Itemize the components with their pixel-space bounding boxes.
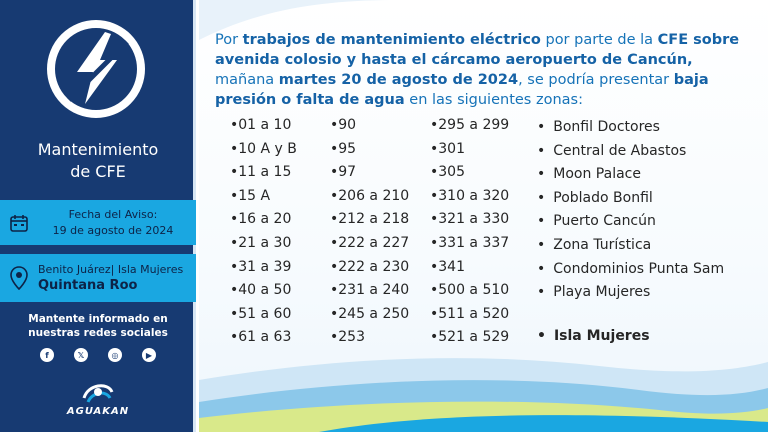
title-line-1: Mantenimiento <box>37 140 159 159</box>
notice-highlight: baja presión o falta de agua <box>215 72 709 108</box>
list-item: •15 A <box>230 187 271 204</box>
notice-paragraph: Por trabajos de mantenimiento eléctrico … <box>215 30 755 110</box>
list-item: Poblado Bonfil <box>537 187 724 211</box>
notice-date-band: Fecha del Aviso: 19 de agosto de 2024 <box>0 200 196 245</box>
notice-text: en las siguientes zonas: <box>404 92 583 108</box>
list-item: Playa Mujeres <box>537 281 724 305</box>
list-item: Central de Abastos <box>537 140 724 164</box>
cfe-logo <box>47 20 145 118</box>
list-item: •206 a 210 <box>330 187 410 204</box>
list-item: •95 <box>330 140 357 157</box>
list-item: •51 a 60 <box>230 305 292 322</box>
notice-text: mañana <box>215 72 279 88</box>
list-item: •90 <box>330 117 357 133</box>
list-item: •31 a 39 <box>230 258 292 275</box>
notice-highlight: martes 20 de agosto de 2024 <box>278 72 519 88</box>
sidebar: Mantenimiento de CFE Fecha del Aviso: 19… <box>0 0 196 432</box>
notice-highlight: trabajos de mantenimiento eléctrico <box>242 32 541 48</box>
social-line-2: nuestras redes sociales <box>28 327 168 339</box>
list-item: •331 a 337 <box>430 234 510 251</box>
list-item: •222 a 227 <box>330 234 410 251</box>
notice-text: por parte de la <box>540 32 658 48</box>
list-item: •11 a 15 <box>230 164 292 181</box>
x-icon[interactable]: 𝕏 <box>74 348 88 362</box>
notice-text: Por <box>215 32 243 48</box>
calendar-icon <box>0 213 38 233</box>
list-item: •301 <box>430 140 465 157</box>
region-list-1: •01 a 10 •10 A y B •11 a 15 •15 A •16 a … <box>230 114 297 350</box>
list-item: •212 a 218 <box>330 211 410 228</box>
island-zone: Isla Mujeres <box>537 328 650 344</box>
list-item: •16 a 20 <box>230 211 292 228</box>
notice-text: , se podría presentar <box>518 72 674 88</box>
list-item: •10 A y B <box>230 140 297 157</box>
facebook-icon[interactable]: f <box>40 348 54 362</box>
social-invite: Mantente informado en nuestras redes soc… <box>0 312 196 340</box>
list-item: •521 a 529 <box>430 329 510 346</box>
list-item: Puerto Cancún <box>537 210 724 234</box>
decorative-waves <box>199 0 768 432</box>
location-state: Quintana Roo <box>38 278 138 293</box>
list-item: •511 a 520 <box>430 305 510 322</box>
location-municipalities: Benito Juárez| Isla Mujeres <box>38 263 184 276</box>
list-item: Condominios Punta Sam <box>537 258 724 282</box>
region-list-2: •90 •95 •97 •206 a 210 •212 a 218 •222 a… <box>330 114 409 350</box>
list-item: •341 <box>430 258 465 275</box>
date-label: Fecha del Aviso: <box>68 207 158 221</box>
date-value: 19 de agosto de 2024 <box>52 223 174 237</box>
youtube-icon[interactable]: ▶ <box>142 348 156 362</box>
title-line-2: de CFE <box>70 162 126 181</box>
list-item: •40 a 50 <box>230 282 292 299</box>
list-item: •97 <box>330 164 357 181</box>
brand-name: AGUAKAN <box>66 406 130 417</box>
list-item: •295 a 299 <box>430 117 510 133</box>
list-item: •253 <box>330 329 365 346</box>
main-content: Por trabajos de mantenimiento eléctrico … <box>199 0 768 432</box>
list-item: Zona Turística <box>537 234 724 258</box>
list-item: •305 <box>430 164 465 181</box>
list-item: •231 a 240 <box>330 282 410 299</box>
list-item: •61 a 63 <box>230 329 292 346</box>
list-item: Bonfil Doctores <box>537 116 724 140</box>
sidebar-title: Mantenimiento de CFE <box>0 139 196 183</box>
lightning-bolt-icon <box>67 32 129 104</box>
list-item: •01 a 10 <box>230 117 292 133</box>
instagram-icon[interactable]: ◎ <box>108 348 122 362</box>
list-item: •310 a 320 <box>430 187 510 204</box>
list-item: •222 a 230 <box>330 258 410 275</box>
list-item: •321 a 330 <box>430 211 510 228</box>
region-list-3: •295 a 299 •301 •305 •310 a 320 •321 a 3… <box>430 114 509 350</box>
list-item: •245 a 250 <box>330 305 410 322</box>
notice-highlight: CFE sobre avenida colosio y hasta el cár… <box>215 32 740 68</box>
list-item: Moon Palace <box>537 163 724 187</box>
location-pin-icon <box>0 266 38 290</box>
aguakan-logo-icon <box>82 384 114 403</box>
social-line-1: Mantente informado en <box>28 313 168 325</box>
list-item: •21 a 30 <box>230 234 292 251</box>
location-band: Benito Juárez| Isla Mujeres Quintana Roo <box>0 254 196 302</box>
zone-list: Bonfil Doctores Central de Abastos Moon … <box>537 116 724 305</box>
social-links: f 𝕏 ◎ ▶ <box>40 348 156 362</box>
list-item: •500 a 510 <box>430 282 510 299</box>
